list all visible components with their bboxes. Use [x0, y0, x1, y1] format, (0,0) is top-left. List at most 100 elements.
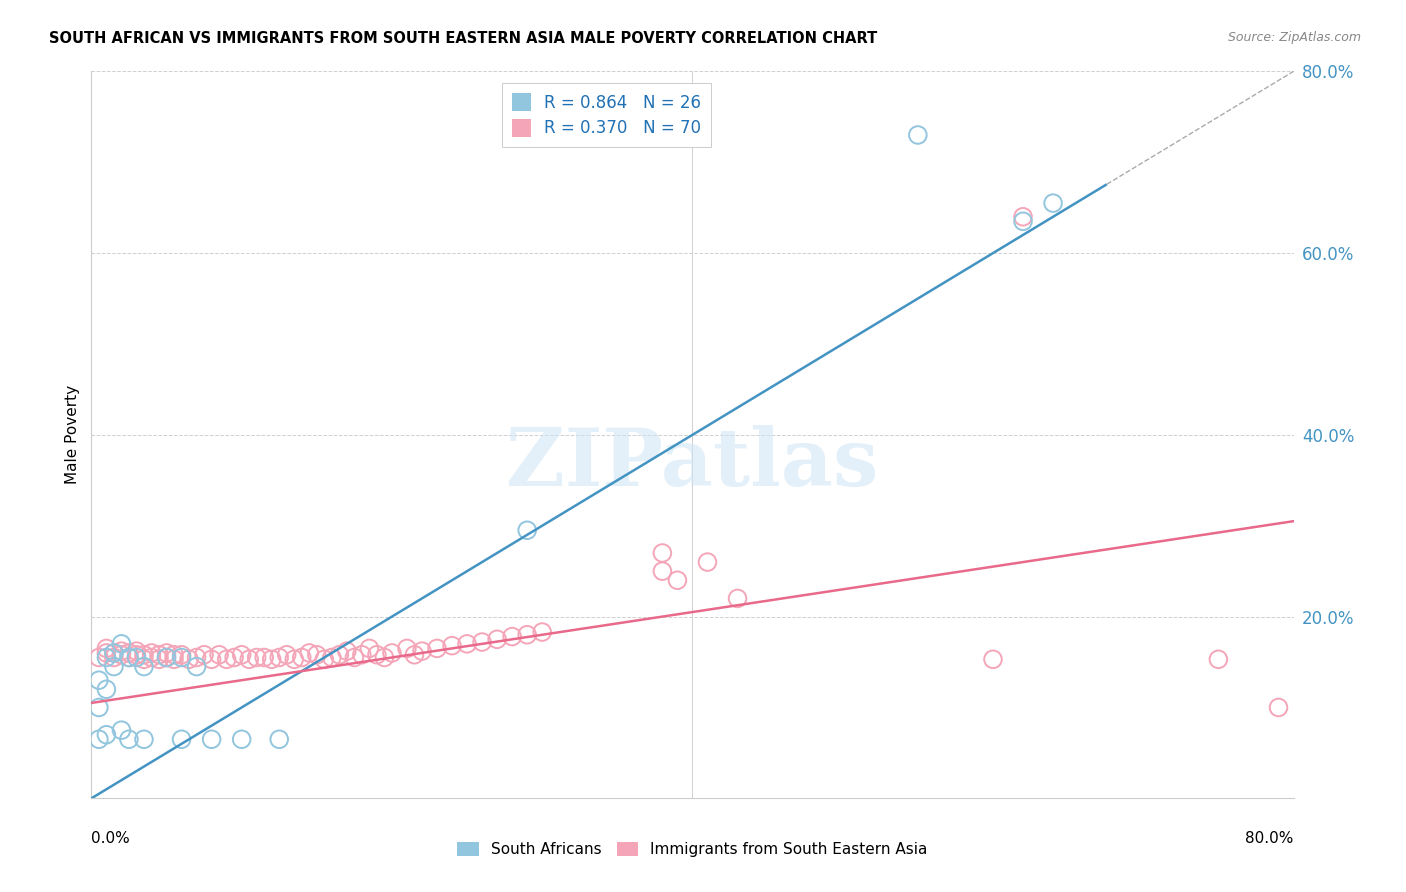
Point — [155, 650, 177, 665]
Point — [321, 650, 343, 665]
Point — [87, 700, 110, 714]
Point — [170, 732, 193, 747]
Point — [501, 630, 523, 644]
Point — [155, 650, 177, 665]
Point — [696, 555, 718, 569]
Point — [1267, 700, 1289, 714]
Point — [426, 641, 449, 656]
Point — [666, 573, 689, 587]
Point — [193, 648, 215, 662]
Point — [314, 652, 336, 666]
Point — [87, 650, 110, 665]
Point — [366, 648, 388, 662]
Point — [456, 637, 478, 651]
Point — [1208, 652, 1230, 666]
Point — [1012, 210, 1035, 224]
Point — [163, 652, 186, 666]
Point — [163, 648, 186, 662]
Point — [516, 628, 538, 642]
Point — [125, 644, 148, 658]
Point — [651, 546, 673, 560]
Point — [471, 635, 494, 649]
Point — [283, 652, 305, 666]
Point — [110, 644, 132, 658]
Text: 80.0%: 80.0% — [1246, 831, 1294, 846]
Point — [291, 650, 314, 665]
Point — [132, 732, 155, 747]
Point — [96, 728, 118, 742]
Point — [103, 650, 125, 665]
Legend: R = 0.864   N = 26, R = 0.370   N = 70: R = 0.864 N = 26, R = 0.370 N = 70 — [502, 83, 711, 147]
Point — [395, 641, 418, 656]
Point — [110, 648, 132, 662]
Point — [253, 650, 276, 665]
Point — [260, 652, 283, 666]
Point — [96, 646, 118, 660]
Point — [246, 650, 269, 665]
Point — [328, 648, 350, 662]
Point — [907, 128, 929, 142]
Point — [103, 646, 125, 660]
Point — [727, 591, 749, 606]
Point — [141, 646, 163, 660]
Point — [96, 682, 118, 697]
Point — [215, 652, 238, 666]
Point — [224, 650, 246, 665]
Point — [981, 652, 1004, 666]
Point — [96, 650, 118, 665]
Point — [305, 648, 328, 662]
Point — [269, 650, 291, 665]
Point — [231, 648, 253, 662]
Point — [1012, 214, 1035, 228]
Text: ZIPatlas: ZIPatlas — [506, 425, 879, 503]
Text: Source: ZipAtlas.com: Source: ZipAtlas.com — [1227, 31, 1361, 45]
Point — [350, 648, 373, 662]
Point — [343, 650, 366, 665]
Point — [1042, 196, 1064, 211]
Point — [148, 648, 170, 662]
Point — [201, 732, 224, 747]
Point — [118, 646, 141, 660]
Point — [177, 652, 200, 666]
Point — [516, 523, 538, 537]
Point — [298, 646, 321, 660]
Point — [381, 646, 404, 660]
Point — [125, 648, 148, 662]
Point — [118, 650, 141, 665]
Point — [87, 673, 110, 688]
Text: 0.0%: 0.0% — [91, 831, 131, 846]
Point — [155, 646, 177, 660]
Point — [531, 625, 554, 640]
Point — [110, 723, 132, 738]
Point — [118, 732, 141, 747]
Point — [103, 646, 125, 660]
Point — [440, 639, 463, 653]
Point — [132, 652, 155, 666]
Point — [87, 732, 110, 747]
Point — [238, 652, 260, 666]
Point — [132, 659, 155, 673]
Text: SOUTH AFRICAN VS IMMIGRANTS FROM SOUTH EASTERN ASIA MALE POVERTY CORRELATION CHA: SOUTH AFRICAN VS IMMIGRANTS FROM SOUTH E… — [49, 31, 877, 46]
Point — [359, 641, 381, 656]
Point — [411, 644, 433, 658]
Point — [336, 644, 359, 658]
Point — [125, 650, 148, 665]
Point — [269, 732, 291, 747]
Point — [148, 652, 170, 666]
Point — [276, 648, 298, 662]
Point — [651, 564, 673, 578]
Point — [201, 652, 224, 666]
Point — [170, 650, 193, 665]
Y-axis label: Male Poverty: Male Poverty — [65, 385, 80, 484]
Point — [103, 659, 125, 673]
Point — [231, 732, 253, 747]
Point — [486, 632, 509, 647]
Point — [141, 650, 163, 665]
Point — [186, 659, 208, 673]
Point — [404, 648, 426, 662]
Point — [208, 648, 231, 662]
Point — [96, 641, 118, 656]
Point — [186, 650, 208, 665]
Point — [373, 650, 395, 665]
Point — [170, 648, 193, 662]
